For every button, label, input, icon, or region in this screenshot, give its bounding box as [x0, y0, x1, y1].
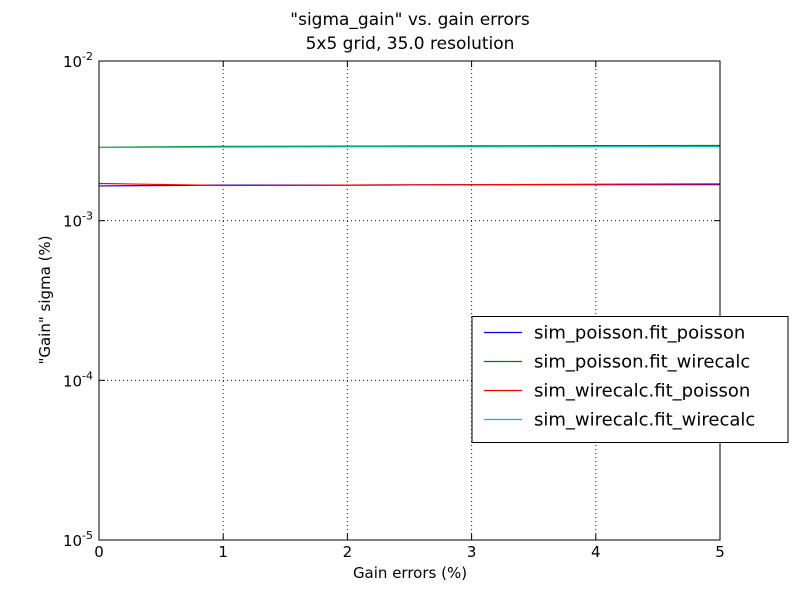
legend-label: sim_poisson.fit_poisson	[534, 323, 745, 344]
y-axis-label: "Gain" sigma (%)	[36, 235, 54, 364]
y-tick-label: 10-3	[63, 210, 93, 231]
legend-label: sim_wirecalc.fit_wirecalc	[534, 410, 755, 431]
x-axis-label: Gain errors (%)	[353, 564, 467, 582]
x-tick-label: 4	[591, 543, 601, 561]
x-tick-label: 5	[715, 543, 725, 561]
chart-subtitle: 5x5 grid, 35.0 resolution	[306, 34, 515, 54]
data-line	[98, 144, 721, 148]
y-tick-label: 10-2	[63, 50, 93, 71]
legend-label: sim_wirecalc.fit_poisson	[534, 381, 750, 402]
data-line	[98, 182, 721, 187]
x-tick-label: 0	[94, 543, 104, 561]
y-tick-label: 10-4	[63, 369, 93, 390]
plot-frame	[98, 60, 721, 541]
y-tick-label: 10-5	[63, 529, 93, 550]
data-line	[98, 145, 721, 149]
legend-label: sim_poisson.fit_wirecalc	[534, 352, 750, 373]
x-tick-label: 3	[467, 543, 477, 561]
legend-box	[471, 316, 789, 443]
x-tick-label: 2	[343, 543, 353, 561]
legend: sim_poisson.fit_poisson sim_poisson.fit_w…	[471, 316, 789, 443]
chart-title: "sigma_gain" vs. gain errors	[290, 10, 530, 30]
x-tick-label: 1	[218, 543, 228, 561]
